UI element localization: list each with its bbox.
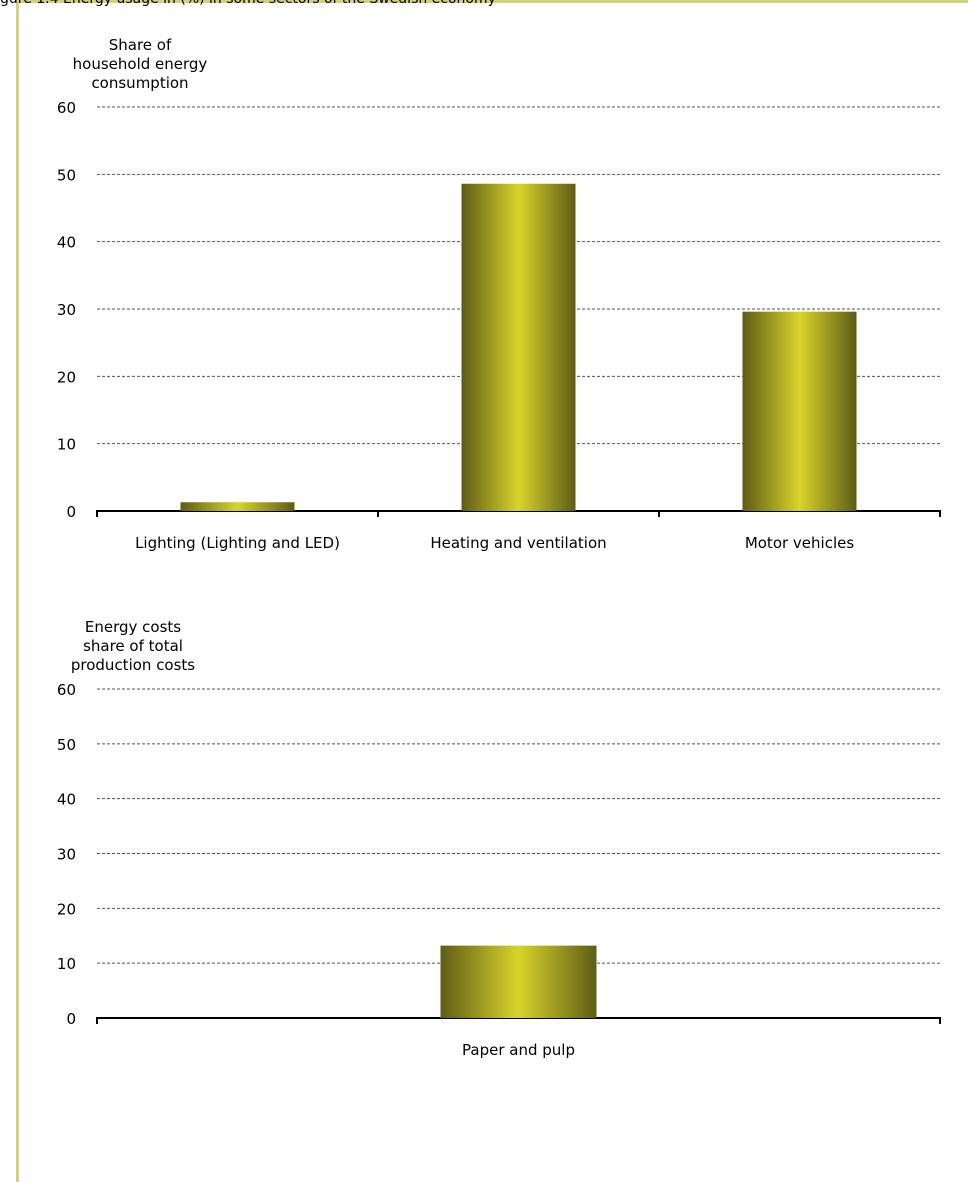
frame-border-top xyxy=(16,0,968,3)
frame-border-left xyxy=(16,0,19,1182)
y-axis-label: Energy costs share of total production cos… xyxy=(71,618,195,674)
y-tick-label-10: 10 xyxy=(57,955,76,973)
figure-caption: gure 1.4 Energy usage in (%) in some sec… xyxy=(0,0,968,8)
y-tick-label-40: 40 xyxy=(57,234,76,252)
y-tick-label-20: 20 xyxy=(57,368,76,386)
y-tick-label-60: 60 xyxy=(57,99,76,117)
y-tick-label-30: 30 xyxy=(57,301,76,319)
y-tick-label-0: 0 xyxy=(66,503,76,521)
y-tick-label-50: 50 xyxy=(57,166,76,184)
y-tick-label-20: 20 xyxy=(57,900,76,918)
y-tick-label-40: 40 xyxy=(57,791,76,809)
y-tick-label-30: 30 xyxy=(57,846,76,864)
y-tick-label-10: 10 xyxy=(57,436,76,454)
household-energy-chart: 0 10 20 30 40 50 60 Share of household energy con… xyxy=(57,36,941,552)
x-category-label-1: Heating and ventilation xyxy=(430,534,606,552)
bar-heating-and-ventilation xyxy=(461,183,576,511)
bar-lighting-lighting-and-led xyxy=(180,502,295,511)
bar-paper-and-pulp xyxy=(440,945,597,1018)
bar-motor-vehicles xyxy=(742,311,857,511)
production-costs-chart: 0 10 20 30 40 50 60 Energy costs share of total p… xyxy=(57,618,941,1059)
x-category-label-0: Paper and pulp xyxy=(462,1041,575,1059)
y-tick-label-50: 50 xyxy=(57,736,76,754)
y-tick-label-60: 60 xyxy=(57,681,76,699)
x-category-label-0: Lighting (Lighting and LED) xyxy=(135,534,340,552)
y-tick-label-0: 0 xyxy=(66,1010,76,1028)
y-axis-label: Share of household energy consumption xyxy=(73,36,208,92)
x-category-label-2: Motor vehicles xyxy=(745,534,855,552)
